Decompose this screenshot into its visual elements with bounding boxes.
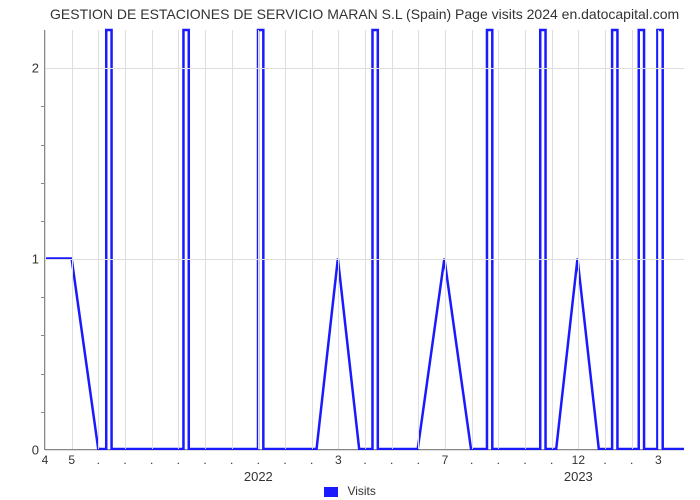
gridline-v [72,30,73,449]
x-axis-year-label: 2022 [244,469,273,484]
gridline-v [152,30,153,449]
x-axis-label: . [470,453,473,467]
x-axis-year-label: 2023 [564,469,593,484]
gridline-v [632,30,633,449]
x-axis-label: . [177,453,180,467]
gridline-v [605,30,606,449]
x-axis-label: 4 [42,453,49,467]
gridline-v [445,30,446,449]
x-axis-label: . [257,453,260,467]
x-axis-label: . [523,453,526,467]
gridline-v [525,30,526,449]
x-axis-label: . [417,453,420,467]
gridline-v [125,30,126,449]
gridline-v [365,30,366,449]
gridline-v [578,30,579,449]
x-axis-label: . [283,453,286,467]
y-axis-label: 2 [32,61,39,76]
x-axis-label: 7 [442,453,449,467]
x-axis-label: . [310,453,313,467]
chart-title: GESTION DE ESTACIONES DE SERVICIO MARAN … [50,6,690,22]
gridline-h [45,450,684,451]
gridline-v [258,30,259,449]
x-axis-label: . [497,453,500,467]
x-axis-label: . [603,453,606,467]
gridline-v [285,30,286,449]
legend-label: Visits [347,484,375,498]
x-axis-label: 12 [572,453,585,467]
x-axis-label: . [97,453,100,467]
gridline-v [45,30,46,449]
x-axis-label: . [123,453,126,467]
x-axis-label: 5 [68,453,75,467]
gridline-v [418,30,419,449]
gridline-v [472,30,473,449]
gridline-v [552,30,553,449]
y-axis-label: 1 [32,252,39,267]
x-axis-label: 3 [655,453,662,467]
gridline-v [338,30,339,449]
x-axis-label: . [203,453,206,467]
x-axis-label: . [363,453,366,467]
x-axis-label: 3 [335,453,342,467]
gridline-v [312,30,313,449]
legend: Visits [0,484,700,498]
x-axis-label: . [550,453,553,467]
gridline-v [658,30,659,449]
x-axis-label: . [630,453,633,467]
gridline-v [392,30,393,449]
plot-area: 01245.........3...7....12..320222023 [44,30,684,450]
x-axis-label: . [150,453,153,467]
x-axis-label: . [390,453,393,467]
gridline-v [98,30,99,449]
chart-container: GESTION DE ESTACIONES DE SERVICIO MARAN … [0,0,700,500]
gridline-v [498,30,499,449]
x-axis-label: . [230,453,233,467]
gridline-v [205,30,206,449]
gridline-v [178,30,179,449]
y-axis-label: 0 [32,443,39,458]
legend-swatch [324,487,338,497]
gridline-v [232,30,233,449]
